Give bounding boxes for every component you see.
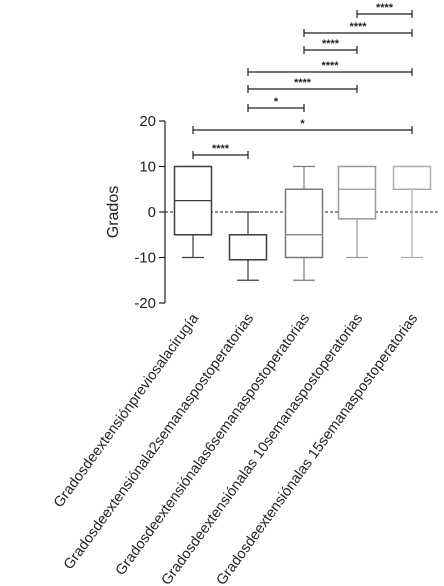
significance-brackets: ************************** — [192, 2, 413, 159]
category-label: Gradosdeextensiónalas 15semanaspostopera… — [214, 311, 422, 586]
significance-label: **** — [294, 77, 312, 89]
box-3 — [284, 165, 324, 281]
significance-label: **** — [349, 21, 367, 33]
category-labels: GradosdeextensiónpreviosalacirugíaGrados… — [51, 310, 421, 586]
category-label: Gradosdeextensiónala2semanaspostoperator… — [61, 311, 257, 573]
box-5 — [392, 165, 432, 259]
comparison-bracket: **** — [247, 77, 358, 93]
comparison-bracket: **** — [356, 2, 413, 18]
box-2 — [228, 211, 268, 281]
box-iqr — [284, 188, 324, 259]
box-4 — [337, 165, 377, 259]
y-tick-label: -10 — [134, 250, 156, 267]
y-axis-label: Grados — [105, 186, 122, 238]
comparison-bracket: * — [192, 118, 413, 134]
category-label: Gradosdeextensiónalas6semanaspostoperato… — [113, 311, 314, 579]
comparison-bracket: **** — [192, 143, 249, 159]
box-iqr — [337, 165, 377, 220]
boxes — [173, 165, 432, 281]
comparison-bracket: **** — [303, 38, 358, 54]
y-tick-label: 0 — [148, 204, 156, 221]
y-tick-label: 20 — [139, 113, 156, 130]
significance-label: * — [274, 96, 279, 108]
comparison-bracket: **** — [247, 60, 413, 76]
box-iqr — [228, 234, 268, 261]
significance-label: * — [300, 118, 305, 130]
significance-label: **** — [322, 38, 340, 50]
y-tick-label: -20 — [134, 295, 156, 312]
significance-label: **** — [321, 60, 339, 72]
significance-label: **** — [212, 143, 230, 155]
comparison-bracket: **** — [303, 21, 413, 37]
box-iqr — [392, 165, 432, 190]
comparison-bracket: * — [247, 96, 305, 112]
category-label: Gradosdeextensiónalas 10semanaspostopera… — [159, 311, 367, 586]
box-1 — [173, 165, 213, 259]
y-tick-label: 10 — [139, 159, 156, 176]
significance-label: **** — [376, 2, 394, 14]
